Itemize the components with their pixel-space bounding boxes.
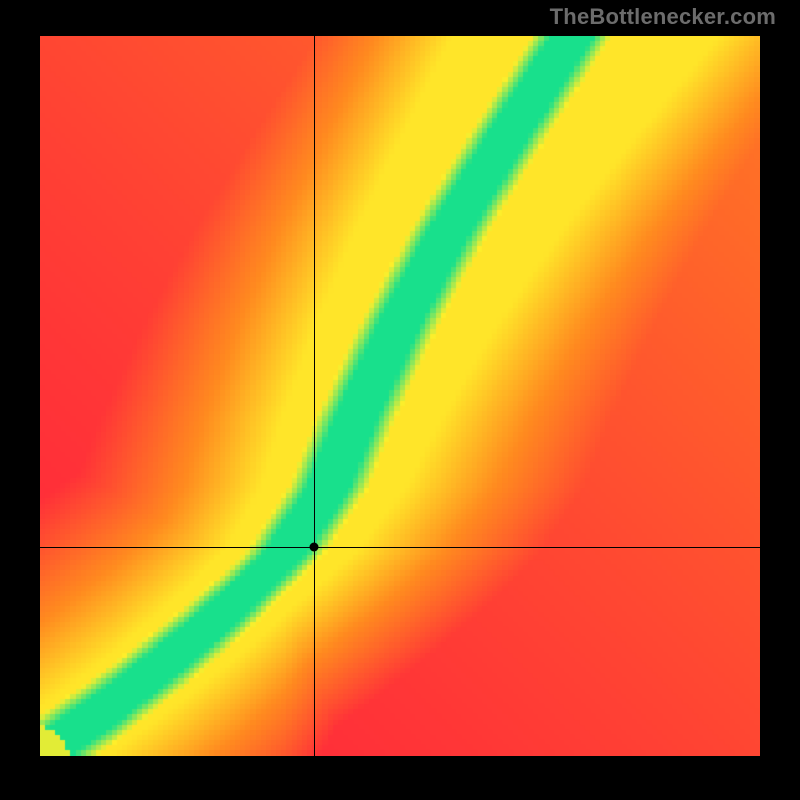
crosshair-horizontal: [40, 547, 760, 548]
chart-container: TheBottlenecker.com: [0, 0, 800, 800]
selection-marker[interactable]: [309, 543, 318, 552]
plot-area: [40, 36, 760, 756]
watermark-text: TheBottlenecker.com: [550, 4, 776, 30]
heatmap-canvas: [40, 36, 760, 756]
crosshair-vertical: [314, 36, 315, 756]
